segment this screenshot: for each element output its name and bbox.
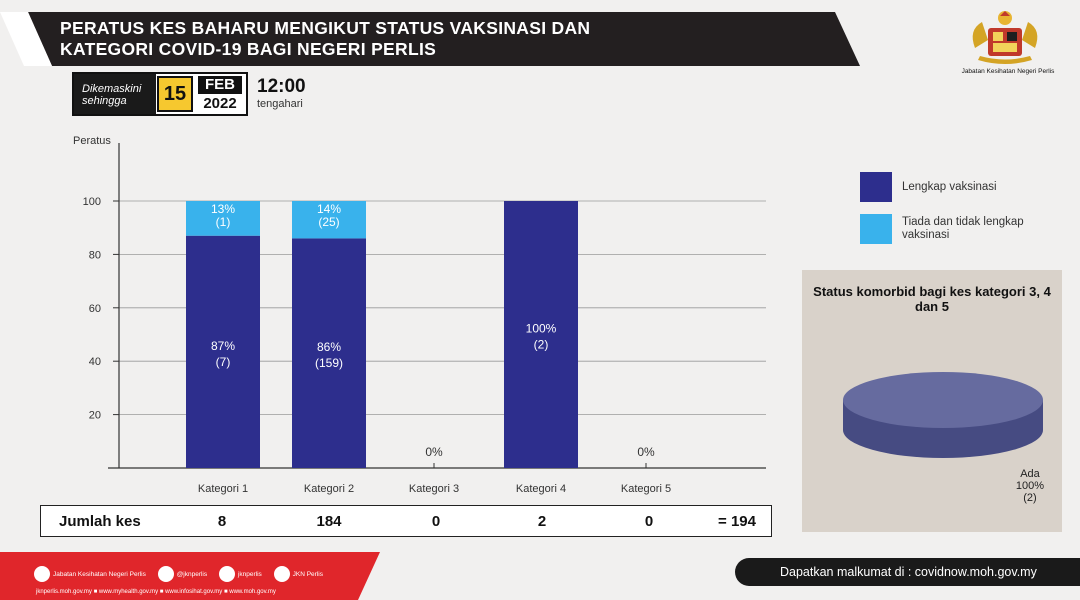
social-twitter[interactable]: @jknperlis	[176, 570, 208, 578]
x-tick-label-5: Kategori 5	[621, 483, 671, 495]
calendar-day: 15	[157, 76, 193, 112]
x-tick-label-2: Kategori 2	[304, 483, 354, 495]
legend-swatch-complete	[860, 172, 892, 202]
bar-count-incomplete-2: (25)	[318, 215, 339, 229]
y-tick-label-80: 80	[89, 249, 101, 261]
bar-label-complete-3: 0%	[425, 445, 443, 459]
footer-info-text: Dapatkan malkumat di : covidnow.moh.gov.…	[780, 565, 1037, 579]
bar-count-complete-4: (2)	[534, 338, 549, 352]
bar-count-complete-1: (7)	[216, 355, 231, 369]
legend-label-complete: Lengkap vaksinasi	[902, 181, 997, 193]
bar-label-complete-2: 86%	[317, 340, 341, 354]
x-tick-label-3: Kategori 3	[409, 483, 459, 495]
total-kategori-4: 2	[537, 513, 547, 530]
footer-red-band	[0, 552, 380, 600]
comorbidity-panel: Status komorbid bagi kes kategori 3, 4 d…	[802, 270, 1062, 532]
calendar-year: 2022	[203, 95, 237, 112]
footer-websites[interactable]: jknperlis.moh.gov.my ■ www.myhealth.gov.…	[36, 589, 276, 595]
y-tick-label-100: 100	[83, 196, 101, 208]
bar-count-complete-2: (159)	[315, 356, 343, 370]
y-tick-label-60: 60	[89, 303, 101, 315]
social-links: Jabatan Kesihatan Negeri Perlis @jknperl…	[34, 566, 333, 582]
logo-caption: Jabatan Kesihatan Negeri Perlis	[961, 68, 1055, 75]
total-kategori-1: 8	[217, 513, 227, 530]
bar-incomplete-2	[292, 201, 366, 239]
grand-total: = 194	[718, 513, 756, 530]
comorbidity-title: Status komorbid bagi kes kategori 3, 4 d…	[813, 284, 1051, 314]
x-tick-label-4: Kategori 4	[516, 483, 566, 495]
bar-label-incomplete-1: 13%	[211, 202, 235, 216]
pie-slice-label: Ada 100% (2)	[1015, 468, 1045, 504]
update-time-period: tengahari	[257, 98, 303, 110]
bar-count-incomplete-1: (1)	[216, 215, 231, 229]
y-tick-label-20: 20	[89, 410, 101, 422]
facebook-icon[interactable]	[34, 566, 50, 582]
legend-label-incomplete: Tiada dan tidak lengkap vaksinasi	[902, 216, 1024, 241]
update-date-box: Dikemaskini sehingga 15 FEB 2022	[72, 72, 248, 116]
social-facebook[interactable]: Jabatan Kesihatan Negeri Perlis	[53, 570, 146, 578]
twitter-icon[interactable]	[157, 566, 174, 582]
social-tiktok[interactable]: JKN Perlis	[292, 570, 323, 578]
totals-label: Jumlah kes	[59, 513, 141, 530]
footer-info-pill	[735, 558, 1080, 586]
title-banner	[0, 12, 860, 66]
total-kategori-5: 0	[644, 513, 654, 530]
coat-of-arms-logo	[972, 11, 1038, 64]
instagram-icon[interactable]	[218, 566, 235, 582]
bar-label-complete-4: 100%	[526, 322, 557, 336]
bar-complete-4	[504, 201, 578, 468]
bar-complete-2	[292, 238, 366, 468]
update-label: Dikemaskini sehingga	[74, 74, 156, 114]
social-instagram[interactable]: jknperlis	[237, 570, 262, 578]
update-time: 12:00	[257, 76, 306, 97]
bar-incomplete-1	[186, 201, 260, 236]
x-tick-label-1: Kategori 1	[198, 483, 248, 495]
bar-complete-1	[186, 235, 260, 468]
totals-row: Jumlah kes 8 184 0 2 0 = 194	[40, 505, 772, 537]
page-title: PERATUS KES BAHARU MENGIKUT STATUS VAKSI…	[60, 18, 591, 59]
comorbidity-pie-chart	[843, 372, 1043, 458]
total-kategori-3: 0	[431, 513, 441, 530]
total-kategori-2: 184	[316, 513, 342, 530]
bar-label-incomplete-2: 14%	[317, 202, 341, 216]
y-axis-title: Peratus	[73, 135, 111, 147]
bar-label-complete-5: 0%	[637, 445, 655, 459]
pie-slice-ada	[843, 372, 1043, 428]
legend-swatch-incomplete	[860, 214, 892, 244]
bar-label-complete-1: 87%	[211, 339, 235, 353]
calendar-month: FEB	[198, 76, 242, 94]
vaccination-status-bar-chart: 20 40 60 80 100 Peratus 87% (7) 13%(1) Kategori 1…	[73, 135, 766, 495]
y-tick-label-40: 40	[89, 356, 101, 368]
tiktok-icon[interactable]	[273, 566, 290, 582]
